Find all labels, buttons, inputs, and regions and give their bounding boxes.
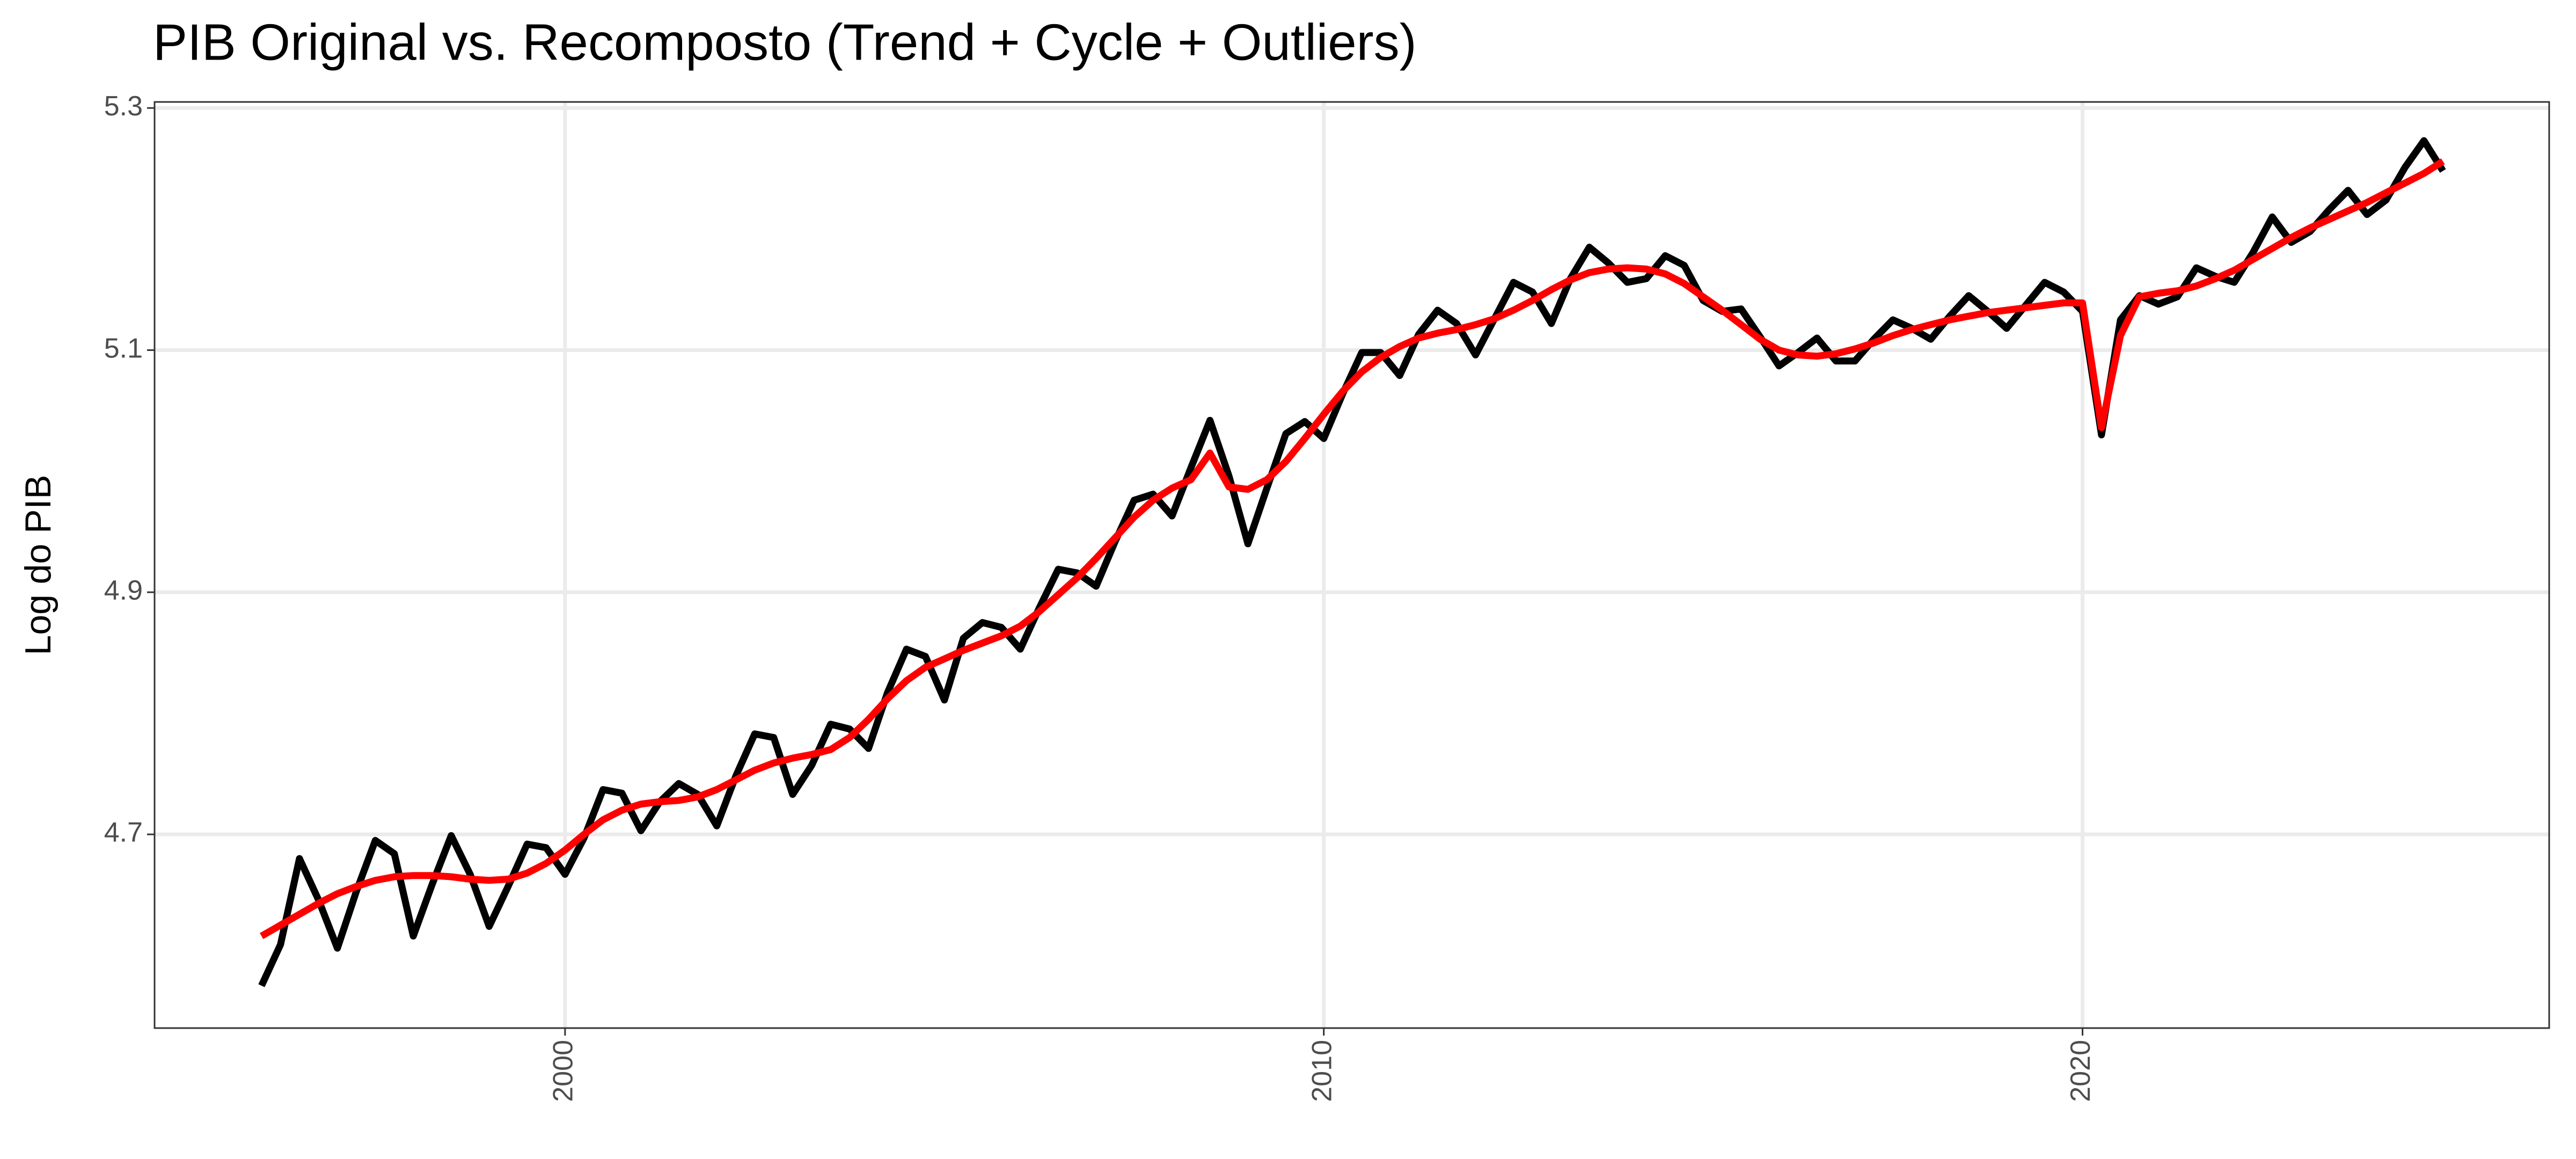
- x-tick-label: 2020: [2065, 1040, 2096, 1102]
- x-tick-label: 2010: [1306, 1040, 1337, 1102]
- y-axis-label: Log do PIB: [18, 475, 58, 655]
- chart-title: PIB Original vs. Recomposto (Trend + Cyc…: [153, 13, 1417, 71]
- y-tick-label: 5.3: [104, 91, 143, 122]
- line-series: [260, 158, 2445, 940]
- x-tick-label: 2000: [548, 1040, 579, 1102]
- plot-border: [153, 101, 2550, 1029]
- line-series: [258, 137, 2446, 987]
- y-tick-label: 4.7: [104, 817, 143, 848]
- y-tick-label: 5.1: [104, 333, 143, 364]
- y-tick-label: 4.9: [104, 575, 143, 606]
